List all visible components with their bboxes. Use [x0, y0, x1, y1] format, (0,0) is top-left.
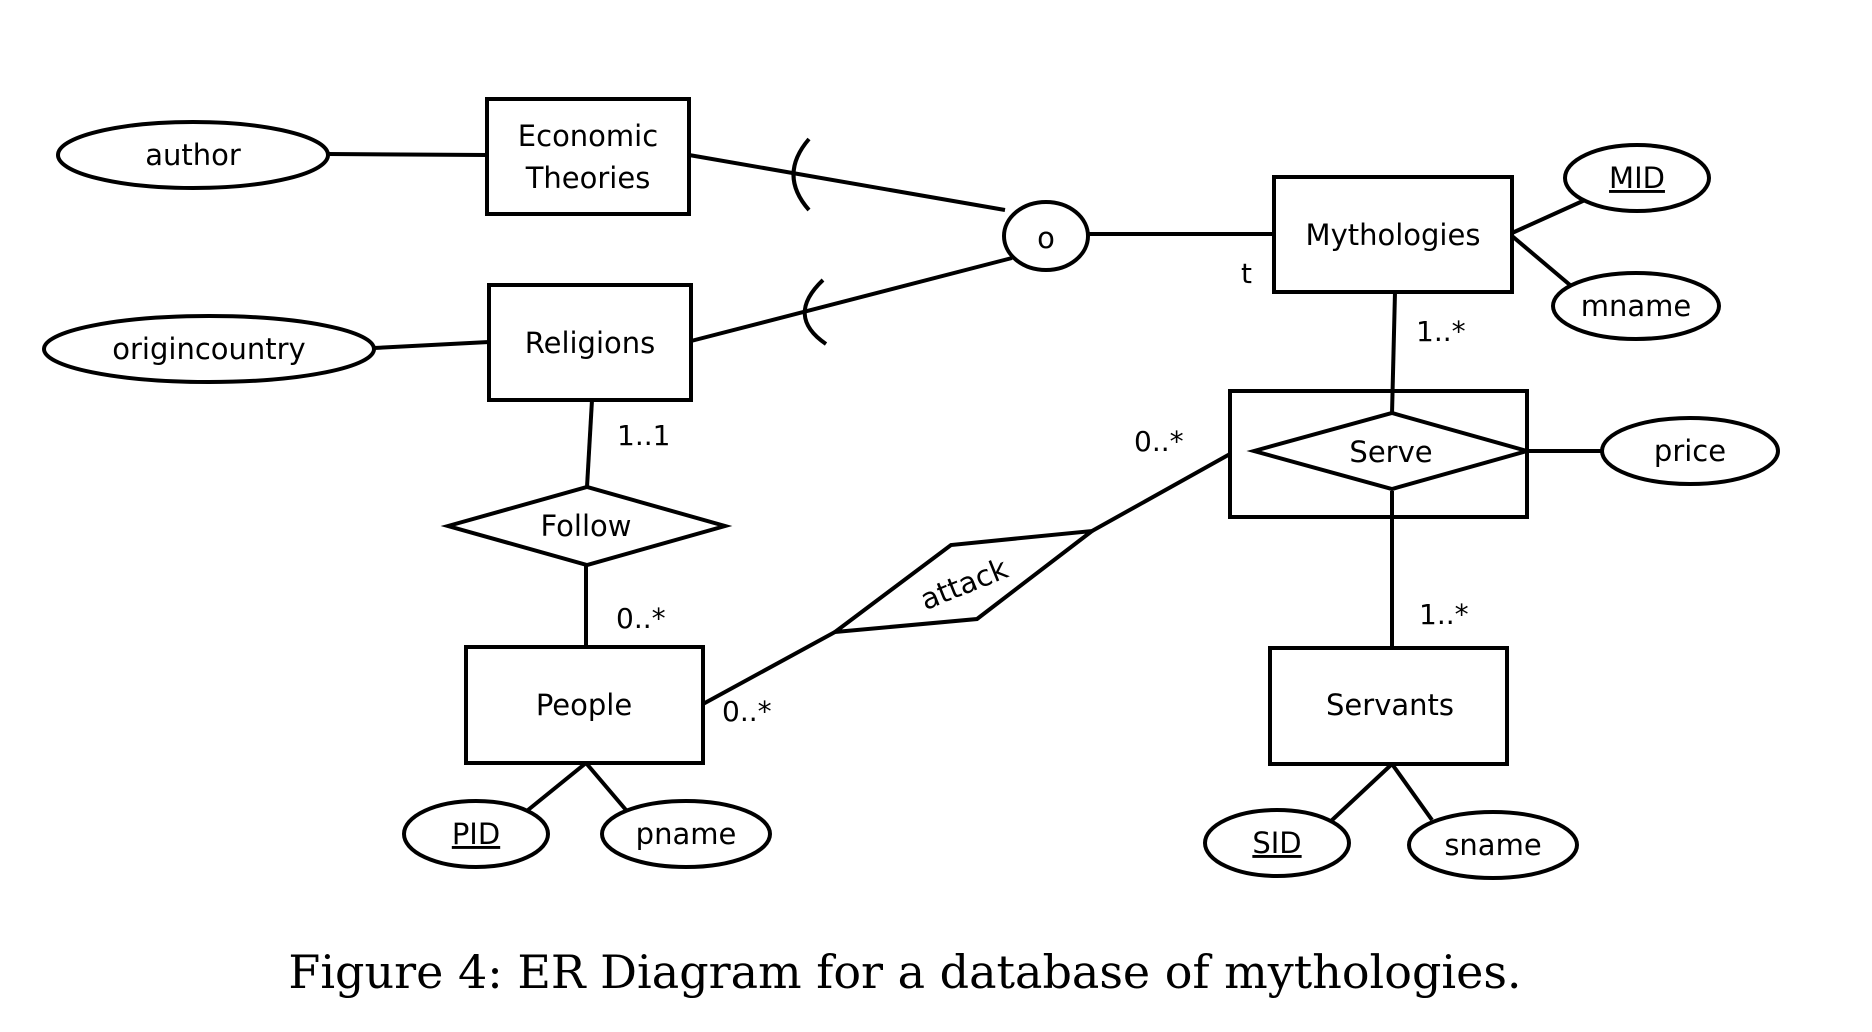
entity-economic-theories-line2: Theories: [525, 161, 651, 195]
relationship-serve-label: Serve: [1349, 435, 1432, 469]
attribute-mname-label: mname: [1581, 289, 1692, 323]
entity-people: People: [464, 645, 705, 765]
entity-mythologies: Mythologies: [1272, 175, 1514, 294]
entity-religions-label: Religions: [525, 326, 656, 360]
subset-arc-religions: [802, 278, 828, 346]
attribute-price: price: [1600, 416, 1780, 486]
entity-economic-theories: Economic Theories: [485, 97, 691, 216]
attribute-author: author: [56, 120, 330, 190]
overlap-label: o: [1037, 221, 1055, 255]
attribute-price-label: price: [1654, 434, 1726, 468]
attribute-sid: SID: [1203, 808, 1351, 878]
cardinality-religions-follow: 1..1: [617, 419, 670, 452]
cardinality-people-attack: 0..*: [722, 695, 772, 728]
line-attack-serve: [1091, 452, 1231, 533]
line-economic-overlap: [688, 153, 1006, 212]
attribute-mname: mname: [1551, 271, 1721, 341]
attribute-author-label: author: [145, 138, 241, 172]
figure-caption: Figure 4: ER Diagram for a database of m…: [288, 945, 1522, 999]
line-people-pid: [526, 761, 588, 812]
subset-arc-economic: [791, 137, 811, 212]
entity-servants-label: Servants: [1326, 688, 1454, 722]
line-mythologies-serve: [1390, 291, 1397, 415]
specialization-overlap-circle: o: [1002, 200, 1090, 272]
connector-lines: [327, 152, 1601, 824]
attribute-pname-label: pname: [636, 817, 737, 851]
cardinality-mythologies-serve: 1..*: [1416, 315, 1466, 348]
relationship-attack: attack: [828, 528, 1099, 635]
cardinality-serve-attack: 0..*: [1134, 425, 1184, 458]
line-religions-follow: [585, 399, 594, 488]
attribute-mid: MID: [1563, 143, 1711, 213]
attribute-sname: sname: [1407, 810, 1579, 880]
relationship-follow: Follow: [440, 484, 733, 568]
line-servants-sname: [1390, 762, 1434, 822]
relationship-serve: Serve: [1246, 410, 1535, 492]
line-people-pname: [584, 761, 628, 812]
attribute-origincountry-label: origincountry: [112, 332, 305, 366]
line-people-attack: [702, 630, 836, 706]
line-origincountry-religions: [373, 340, 490, 350]
aggregation-box-serve: [1228, 389, 1529, 519]
attribute-origincountry: origincountry: [42, 314, 376, 384]
line-mythologies-mname: [1510, 234, 1572, 287]
entity-people-label: People: [536, 688, 632, 722]
line-author-economic: [327, 152, 488, 157]
attribute-pname: pname: [600, 799, 772, 869]
cardinality-people-follow: 0..*: [616, 602, 666, 635]
entity-religions: Religions: [487, 283, 693, 402]
line-religions-overlap: [690, 256, 1013, 343]
entity-servants: Servants: [1268, 646, 1509, 766]
attribute-sid-label: SID: [1252, 826, 1301, 860]
line-servants-sid: [1328, 762, 1394, 824]
attribute-pid-label: PID: [452, 817, 500, 851]
total-participation-label: t: [1241, 257, 1252, 290]
line-mythologies-mid: [1511, 198, 1586, 235]
attribute-sname-label: sname: [1444, 828, 1541, 862]
relationship-follow-label: Follow: [541, 509, 632, 543]
attribute-pid: PID: [402, 799, 550, 869]
entity-mythologies-label: Mythologies: [1306, 218, 1481, 252]
attribute-mid-label: MID: [1609, 161, 1665, 195]
entity-economic-theories-line1: Economic: [518, 119, 658, 153]
cardinality-servants-serve: 1..*: [1419, 598, 1469, 631]
